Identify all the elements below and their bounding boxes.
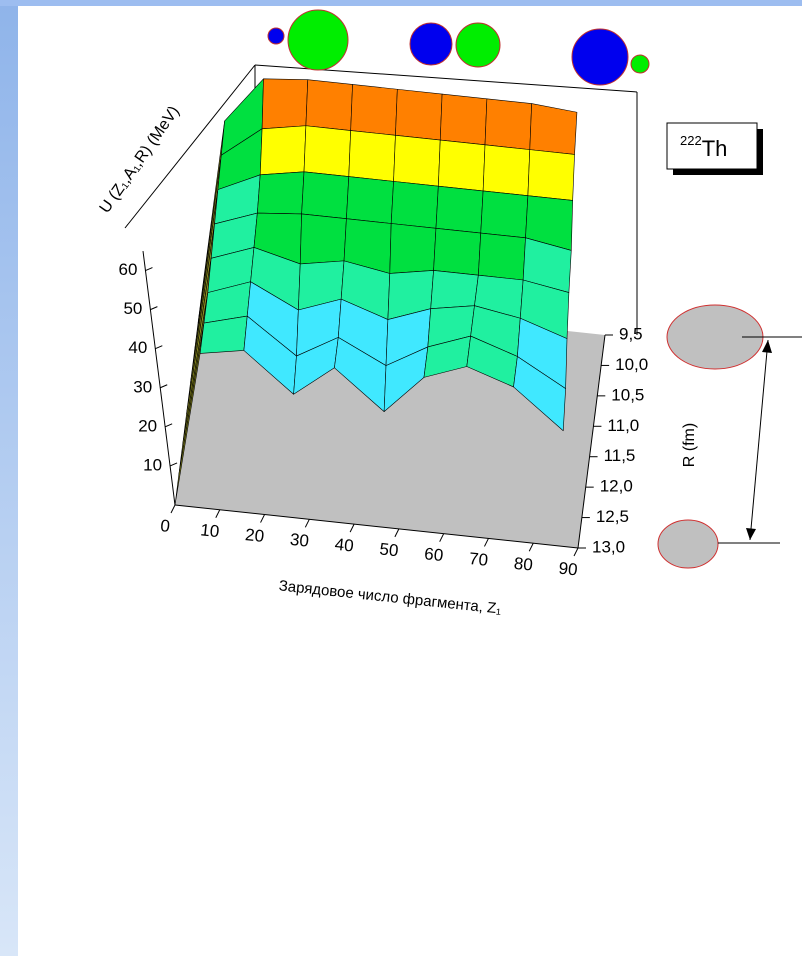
- z-tick: [165, 424, 172, 427]
- surface-cell: [304, 126, 351, 177]
- y-tick-label: 11,0: [607, 416, 639, 435]
- surface-cell: [436, 186, 483, 233]
- side-band: [0, 0, 18, 956]
- y-tick-label: 12,5: [596, 507, 629, 526]
- z-axis-title: U (Z₁,A₁,R) (MeV): [97, 103, 183, 216]
- surface-cell: [440, 94, 487, 145]
- surface-cell: [257, 172, 304, 214]
- x-tick-label: 30: [289, 530, 310, 551]
- surface-cell: [478, 233, 525, 280]
- y-tick-label: 11,5: [604, 446, 636, 465]
- y-axis-title: R (fm): [681, 423, 698, 467]
- z-tick-label: 50: [123, 299, 142, 318]
- distance-arrow: [750, 340, 768, 540]
- x-tick-label: 80: [513, 554, 534, 575]
- x-tick: [395, 529, 399, 537]
- z-tick: [155, 346, 162, 349]
- x-tick-label: 90: [558, 559, 579, 580]
- z-tick-label: 20: [138, 416, 157, 435]
- surface-cell: [395, 89, 442, 140]
- fragment: [456, 23, 500, 67]
- page: 222Th 0 10 20 30 40 50 60 70 80 90 9,5 10,0 10,5 11,0…: [0, 0, 802, 956]
- surface-cell: [530, 104, 577, 155]
- x-tick: [171, 505, 175, 513]
- surface-cell: [394, 135, 441, 186]
- z-tick: [160, 385, 167, 388]
- fragment: [410, 23, 452, 65]
- distance-sketch: [658, 305, 802, 568]
- fragment: [572, 29, 628, 85]
- surface-cell: [528, 150, 575, 201]
- z-tick: [150, 307, 157, 310]
- surface-cell: [438, 140, 485, 191]
- x-tick-label: 60: [423, 544, 444, 565]
- surface-cell: [346, 177, 393, 224]
- surface-cell: [262, 79, 308, 129]
- surface-cell: [302, 172, 349, 219]
- x-tick: [216, 510, 220, 518]
- fragment: [288, 10, 348, 70]
- x-tick: [261, 515, 265, 523]
- x-tick: [350, 524, 354, 532]
- nuclei-shapes: [268, 10, 649, 85]
- x-tick: [529, 543, 533, 551]
- z-tick-label: 60: [119, 260, 138, 279]
- z-tick: [170, 463, 177, 466]
- surface-cell: [483, 145, 530, 196]
- y-tick-label: 13,0: [592, 537, 625, 556]
- x-tick-label: 50: [379, 539, 400, 560]
- surface-cell: [390, 224, 436, 274]
- x-tick: [484, 538, 488, 546]
- y-tick-label: 12,0: [600, 477, 633, 496]
- z-tick-label: 30: [133, 377, 152, 396]
- x-tick: [305, 519, 309, 527]
- surface-cell: [431, 270, 479, 308]
- z-tick-label: 10: [143, 455, 162, 474]
- fragment: [631, 55, 649, 73]
- z-tick: [145, 268, 152, 271]
- x-tick: [440, 534, 444, 542]
- x-tick-label: 40: [334, 535, 355, 556]
- y-tick-label: 10,5: [611, 385, 644, 404]
- x-tick-label: 70: [468, 549, 489, 570]
- surface-cell: [481, 191, 528, 238]
- mass-number: 222: [680, 133, 702, 148]
- nucleus-label: 222Th: [667, 123, 763, 175]
- surface-cell: [434, 228, 481, 275]
- x-tick-label: 0: [159, 516, 170, 536]
- surface-cell: [351, 84, 398, 135]
- surface-cell: [349, 131, 396, 182]
- fragment: [268, 28, 284, 44]
- surface-cell: [391, 181, 438, 228]
- z-tick-label: 40: [128, 338, 147, 357]
- fragment-shape: [658, 520, 718, 568]
- surface-cell: [260, 126, 306, 175]
- y-tick-label: 10,0: [615, 355, 648, 374]
- chart: 222Th 0 10 20 30 40 50 60 70 80 90 9,5 10,0 10,5 11,0…: [0, 0, 802, 956]
- plot: 0 10 20 30 40 50 60 70 80 90 9,5 10,0 10,5 11,0 11,5 12…: [97, 79, 699, 618]
- x-tick-label: 10: [199, 520, 220, 541]
- top-band: [0, 0, 802, 6]
- surface-cell: [485, 99, 532, 150]
- y-tick-label: 9,5: [619, 324, 643, 343]
- surface-cell: [300, 214, 346, 264]
- x-axis-title: Зарядовое число фрагмента, Z₁: [278, 577, 502, 617]
- surface-cell: [306, 80, 353, 131]
- element: Th: [702, 136, 728, 161]
- x-tick: [574, 548, 578, 556]
- x-tick-label: 20: [244, 525, 265, 546]
